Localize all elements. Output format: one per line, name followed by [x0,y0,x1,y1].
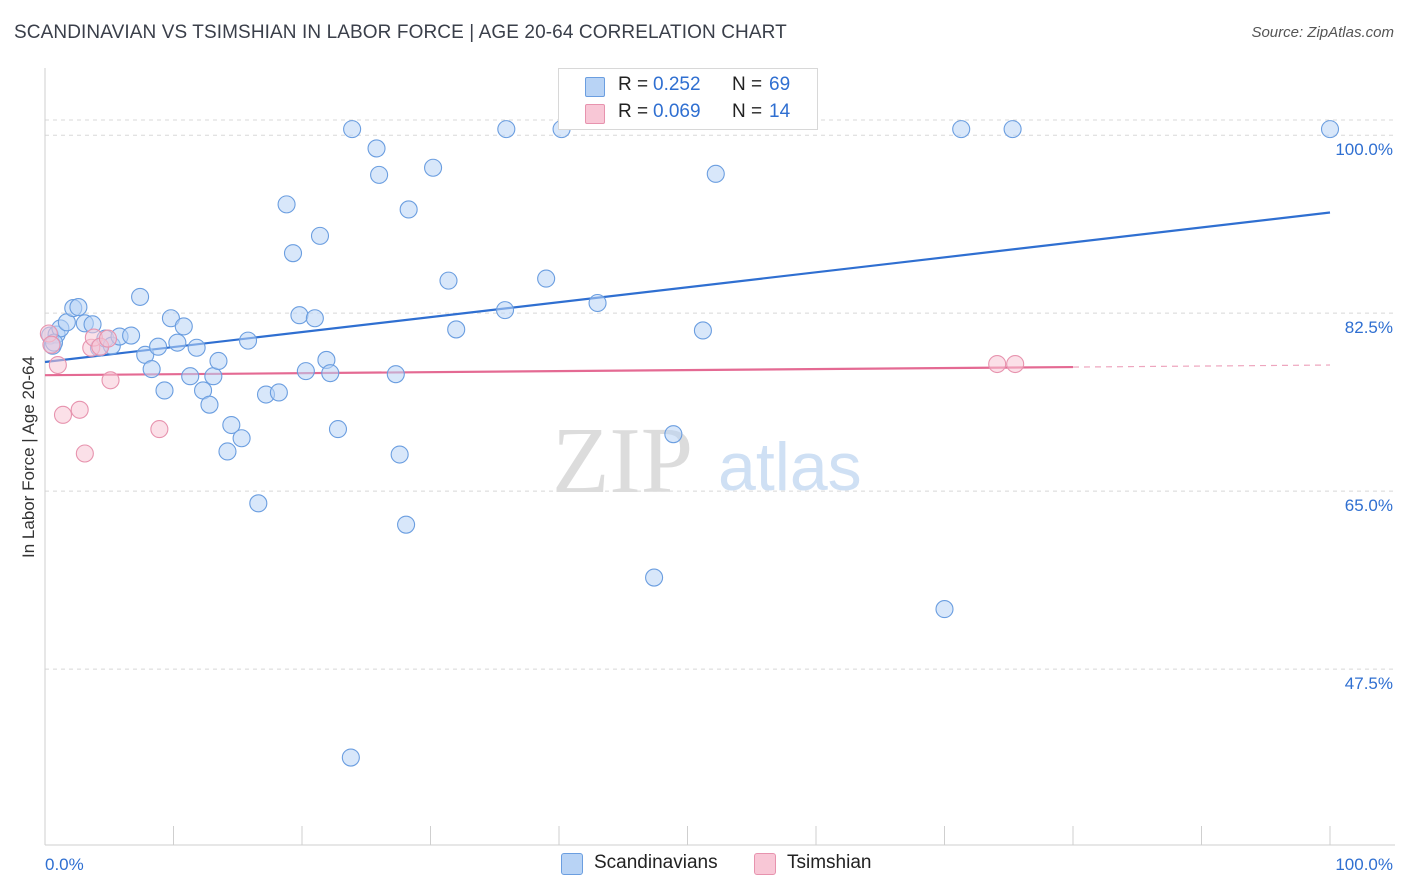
point-scandinavians [935,600,954,619]
correlation-legend: R = 0.252 N = 69 R = 0.069 N = 14 [558,68,818,130]
point-scandinavians [693,321,712,340]
point-scandinavians [200,395,219,414]
point-scandinavians [283,244,303,263]
point-scandinavians [122,326,141,345]
point-tsimshian [150,420,169,439]
point-scandinavians [181,367,200,386]
point-scandinavians [1003,120,1022,139]
point-scandinavians [310,226,330,245]
point-tsimshian [75,444,94,463]
point-scandinavians [447,320,466,339]
point-tsimshian [70,400,89,419]
point-scandinavians [209,351,228,371]
legend-n-label: N = [732,74,763,95]
point-scandinavians [249,494,268,513]
legend-label-scandinavians: Scandinavians [594,852,718,873]
point-scandinavians [645,568,664,587]
point-tsimshian [48,355,67,375]
legend-swatch-tsimshian [585,104,605,124]
point-tsimshian [1006,354,1025,374]
point-scandinavians [328,420,348,439]
point-scandinavians [497,120,516,139]
point-scandinavians [131,287,150,306]
watermark-zip: ZIP [552,409,693,513]
point-scandinavians [218,442,237,461]
y-tick-label: 100.0% [1335,140,1393,159]
y-tick-label: 82.5% [1345,318,1393,337]
point-tsimshian [53,405,73,424]
point-scandinavians [537,269,556,288]
gridlines [45,119,1395,670]
point-scandinavians [367,139,386,158]
point-scandinavians [290,306,309,325]
trend-line-tsimshian [44,365,1074,377]
point-scandinavians [277,195,296,214]
legend-r-label: R = [618,101,649,122]
legend-n-value: 69 [769,74,791,95]
point-scandinavians [370,165,389,184]
point-scandinavians [424,158,443,177]
y-tick-label: 65.0% [1345,496,1393,515]
point-scandinavians [222,415,241,435]
point-scandinavians [386,365,405,384]
point-scandinavians [397,515,416,534]
point-scandinavians [232,429,251,448]
point-scandinavians [588,293,607,313]
point-scandinavians [664,425,683,444]
point-scandinavians [399,200,418,219]
trend-line-scandinavians [44,211,1331,364]
legend-n-value: 14 [769,101,791,122]
legend-n-label: N = [732,101,763,122]
point-scandinavians [305,309,324,328]
point-scandinavians [390,445,409,464]
point-scandinavians [439,271,458,290]
point-scandinavians [142,360,161,379]
point-scandinavians [495,301,515,320]
legend-r-label: R = [618,74,649,95]
y-axis-label: In Labor Force | Age 20-64 [19,356,38,558]
legend-swatch-scandinavians [561,853,583,875]
x-tick-label-min: 0.0% [45,855,84,874]
point-scandinavians [155,381,174,400]
point-scandinavians [952,120,971,139]
point-scandinavians [149,337,168,356]
data-points [39,120,1340,767]
chart-title: SCANDINAVIAN VS TSIMSHIAN IN LABOR FORCE… [14,22,787,43]
y-tick-label: 47.5% [1345,674,1393,693]
trend-extension-tsimshian [1072,364,1331,368]
point-scandinavians [238,331,258,350]
point-tsimshian [101,371,120,390]
point-scandinavians [341,748,360,767]
source-credit: Source: ZipAtlas.com [1251,24,1394,41]
point-scandinavians [161,309,180,328]
legend-label-tsimshian: Tsimshian [787,852,872,873]
legend-swatch-tsimshian [754,853,776,875]
legend-r-value: 0.252 [653,74,701,95]
watermark-atlas: atlas [718,429,862,505]
point-scandinavians [706,164,725,183]
point-scandinavians [187,338,206,357]
legend-r-value: 0.069 [653,101,701,122]
trend-lines [44,211,1331,377]
watermark: ZIP atlas [552,409,862,513]
axes [44,68,1395,846]
tick-labels: 100.0% 82.5% 65.0% 47.5% 0.0% 100.0% [45,140,1393,874]
point-scandinavians [69,298,88,317]
point-scandinavians [174,317,193,336]
point-scandinavians [269,383,288,402]
point-scandinavians [296,362,315,381]
point-tsimshian [98,329,118,348]
point-tsimshian [988,354,1007,374]
point-scandinavians [168,333,187,352]
point-scandinavians [1320,120,1340,139]
point-scandinavians [204,367,223,386]
point-scandinavians [321,364,340,383]
point-tsimshian [42,335,61,354]
legend-swatch-scandinavians [585,77,605,97]
point-scandinavians [343,120,362,139]
x-tick-label-max: 100.0% [1335,855,1393,874]
